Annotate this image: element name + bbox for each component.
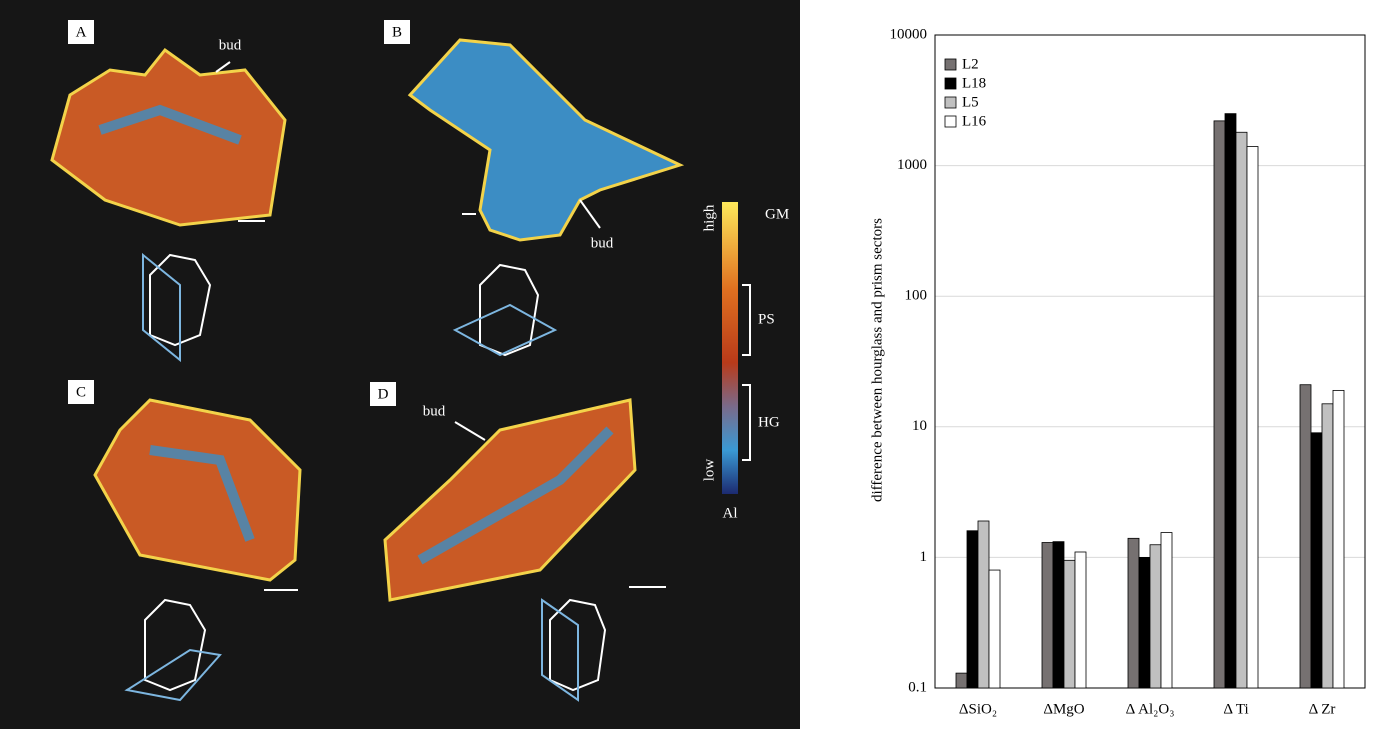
x-tick-label: Δ Ti [1223,701,1248,717]
figure: A B C D bud bud bud high low Al GM PS HG… [0,0,1373,729]
map-panel: A B C D bud bud bud high low Al GM PS HG [0,0,800,729]
legend-swatch [945,59,956,70]
bar [1128,538,1139,688]
legend-label: L18 [962,75,986,91]
bar [1053,542,1064,688]
y-tick-label: 100 [905,288,928,304]
panel-label: A [76,24,87,40]
bar [1139,557,1150,688]
x-tick-label: ΔSiO₂ [959,701,997,717]
legend-swatch [945,116,956,127]
y-tick-label: 0.1 [908,679,927,695]
bar [1214,121,1225,688]
bar [1236,132,1247,688]
bar [1333,390,1344,688]
x-tick-label: Δ Al₂O₃ [1126,701,1175,717]
panel-label: D [378,386,389,402]
bar [1300,385,1311,688]
zone-label: PS [758,311,775,327]
bar [956,673,967,688]
bar [1161,533,1172,688]
legend-label: L16 [962,113,987,129]
panel-label: C [76,384,86,400]
bar-chart: difference between hourglass and prism s… [869,26,1365,717]
bar [1322,404,1333,688]
annotation: bud [423,403,446,419]
bar [1075,552,1086,688]
colorbar [722,202,738,494]
bar [1042,543,1053,688]
y-axis-label: difference between hourglass and prism s… [869,218,885,502]
y-tick-label: 10000 [890,26,928,42]
colorbar-title: Al [723,505,738,521]
legend-label: L5 [962,94,979,110]
y-tick-label: 1000 [897,157,927,173]
bar [978,521,989,688]
y-tick-label: 10 [912,418,927,434]
bar [967,531,978,688]
annotation: bud [591,235,614,251]
bar [1064,560,1075,688]
bar [989,570,1000,688]
bar [1311,433,1322,688]
zone-label: HG [758,414,780,430]
x-tick-label: ΔMgO [1043,701,1084,717]
colorbar-label: low [701,459,717,482]
panel-label: B [392,24,402,40]
colorbar-label: high [701,204,717,231]
legend-swatch [945,78,956,89]
bar [1150,545,1161,688]
bar [1247,147,1258,688]
y-tick-label: 1 [920,549,928,565]
zone-label: GM [765,206,789,222]
annotation: bud [219,37,242,53]
legend-swatch [945,97,956,108]
x-tick-label: Δ Zr [1309,701,1336,717]
legend-label: L2 [962,56,979,72]
bar [1225,114,1236,688]
